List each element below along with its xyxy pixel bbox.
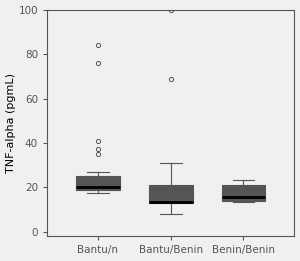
PathPatch shape xyxy=(76,176,120,190)
PathPatch shape xyxy=(222,185,265,201)
Y-axis label: TNF-alpha (pgmL): TNF-alpha (pgmL) xyxy=(6,73,16,173)
PathPatch shape xyxy=(149,185,193,203)
